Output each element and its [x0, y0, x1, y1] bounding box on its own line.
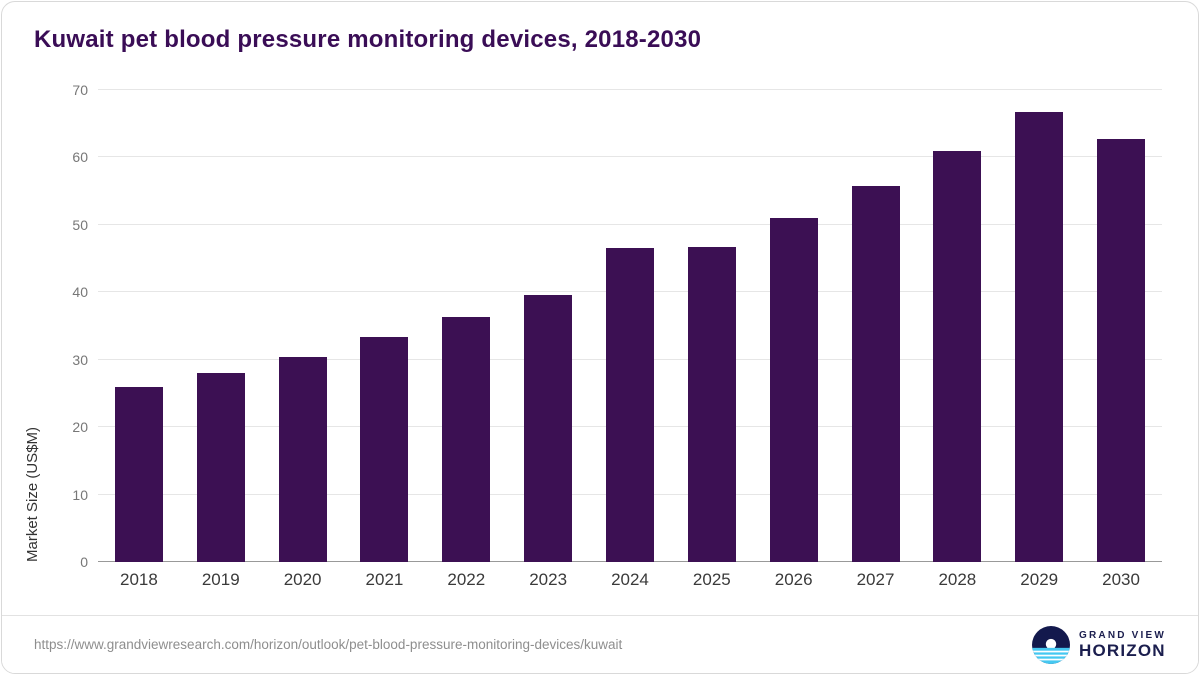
x-tick-2026: 2026: [774, 570, 813, 589]
bar-2027: [851, 185, 900, 562]
bar-2025: [687, 247, 736, 562]
logo-text-grand-view: GRAND VIEW: [1079, 629, 1166, 641]
gridline-60: [98, 156, 1162, 158]
bar-column-2024: [589, 90, 671, 562]
bar-column-2018: [98, 90, 180, 562]
x-tick-2028: 2028: [938, 570, 977, 589]
x-tick-2025: 2025: [692, 570, 731, 589]
x-tick-2027: 2027: [856, 570, 895, 589]
bar-2030: [1097, 138, 1146, 562]
footer: https://www.grandviewresearch.com/horizo…: [2, 615, 1198, 673]
bar-2020: [278, 357, 327, 562]
bar-column-2022: [425, 90, 507, 562]
bar-column-2023: [507, 90, 589, 562]
gridline-50: [98, 223, 1162, 225]
bar-2023: [524, 294, 573, 562]
y-tick-40: 40: [72, 284, 88, 301]
bar-column-2021: [344, 90, 426, 562]
x-tick-2030: 2030: [1102, 570, 1140, 589]
bar-column-2020: [262, 90, 344, 562]
horizon-logo-icon: [1032, 625, 1070, 664]
chart-title: Kuwait pet blood pressure monitoring dev…: [34, 26, 702, 53]
y-tick-0: 0: [80, 554, 88, 570]
bar-column-2030: [1080, 90, 1162, 562]
bar-column-2025: [671, 90, 753, 562]
y-tick-30: 30: [72, 351, 88, 368]
bar-column-2026: [753, 90, 835, 562]
bar-column-2029: [998, 90, 1080, 562]
source-url: https://www.grandviewresearch.com/horizo…: [34, 637, 623, 652]
logo-text: GRAND VIEW HORIZON: [1079, 629, 1166, 661]
bar-2024: [605, 247, 654, 562]
y-axis-label: Market Size (US$M): [24, 426, 41, 562]
x-tick-2018: 2018: [120, 570, 158, 589]
x-tick-2024: 2024: [611, 570, 649, 589]
x-tick-2022: 2022: [447, 570, 486, 589]
bar-2029: [1015, 112, 1064, 562]
x-tick-2023: 2023: [529, 570, 568, 589]
x-axis-labels: 2018 2019 2020 2021 2022 2023 2024 2025 2026 2027…: [98, 570, 1162, 590]
plot-area: 0 10 20 30 40 50 60 70: [72, 82, 1162, 570]
y-tick-60: 60: [72, 149, 88, 166]
bars-container: [98, 90, 1162, 562]
bar-column-2019: [180, 90, 262, 562]
y-tick-70: 70: [72, 82, 88, 98]
y-tick-50: 50: [72, 216, 88, 233]
bar-2028: [933, 151, 982, 562]
bar-2018: [114, 386, 163, 562]
x-tick-2020: 2020: [283, 570, 322, 589]
bar-2026: [769, 218, 818, 562]
bar-2021: [360, 337, 409, 562]
x-tick-2021: 2021: [365, 570, 404, 589]
logo-text-horizon: HORIZON: [1079, 640, 1166, 660]
x-tick-2029: 2029: [1020, 570, 1059, 589]
y-tick-20: 20: [72, 419, 88, 436]
grandview-horizon-logo: GRAND VIEW HORIZON: [1032, 625, 1166, 664]
y-tick-10: 10: [72, 486, 88, 503]
gridline-70: [98, 89, 1162, 90]
bar-column-2027: [835, 90, 917, 562]
x-tick-2019: 2019: [201, 570, 240, 589]
bar-column-2028: [916, 90, 998, 562]
bar-2022: [442, 317, 491, 562]
bar-2019: [196, 372, 245, 562]
